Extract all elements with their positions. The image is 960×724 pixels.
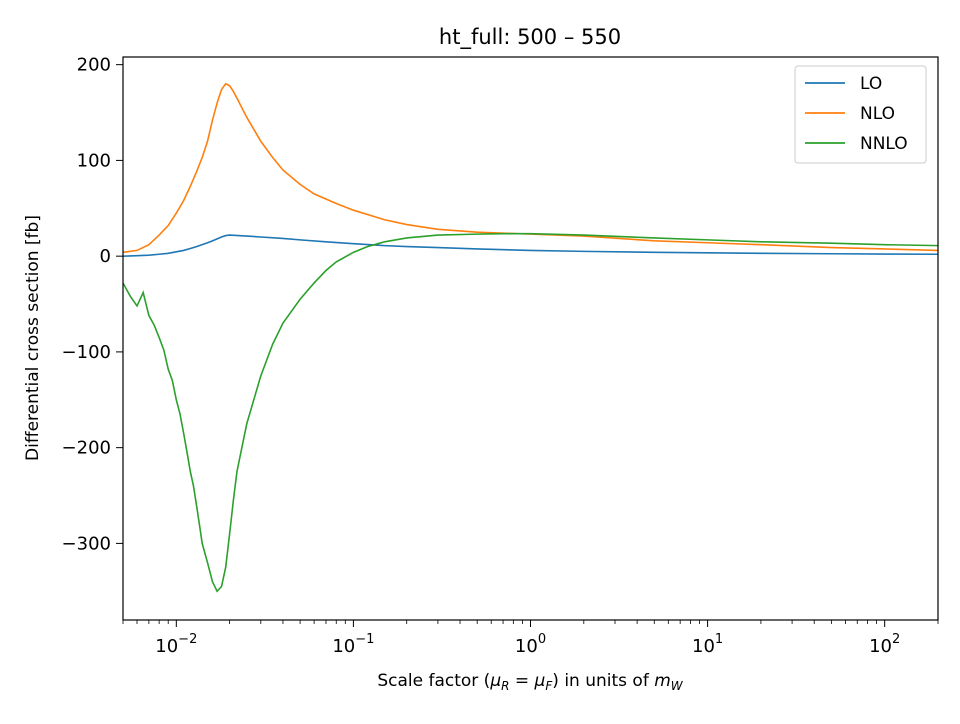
y-tick-label: 100 (77, 150, 111, 171)
y-tick-label: −100 (62, 342, 111, 363)
y-axis-label: Differential cross section [fb] (23, 215, 43, 461)
y-tick-label: −200 (62, 438, 111, 459)
legend-label-nnlo: NNLO (860, 134, 908, 154)
x-axis-label-mu-f: μ (534, 671, 546, 691)
x-axis-label-sub-r: R (501, 679, 509, 693)
x-axis-label-eq: = (509, 671, 534, 691)
x-axis-label-m: m (654, 671, 671, 691)
y-tick-label: −300 (62, 533, 111, 554)
legend-label-lo: LO (860, 74, 882, 94)
x-axis-label-sub-w: W (671, 679, 684, 693)
legend-label-nlo: NLO (860, 104, 895, 124)
x-axis-label-mu-r: μ (489, 671, 501, 691)
y-tick-label: 0 (100, 246, 111, 267)
x-axis-label: Scale factor (μR = μF) in units of mW (377, 671, 683, 693)
legend: LO NLO NNLO (795, 66, 926, 163)
x-axis-label-prefix: Scale factor ( (377, 671, 490, 691)
y-tick-label: 200 (77, 55, 111, 76)
x-axis-label-mid: ) in units of (552, 671, 654, 691)
chart-title: ht_full: 500 – 550 (439, 25, 621, 50)
